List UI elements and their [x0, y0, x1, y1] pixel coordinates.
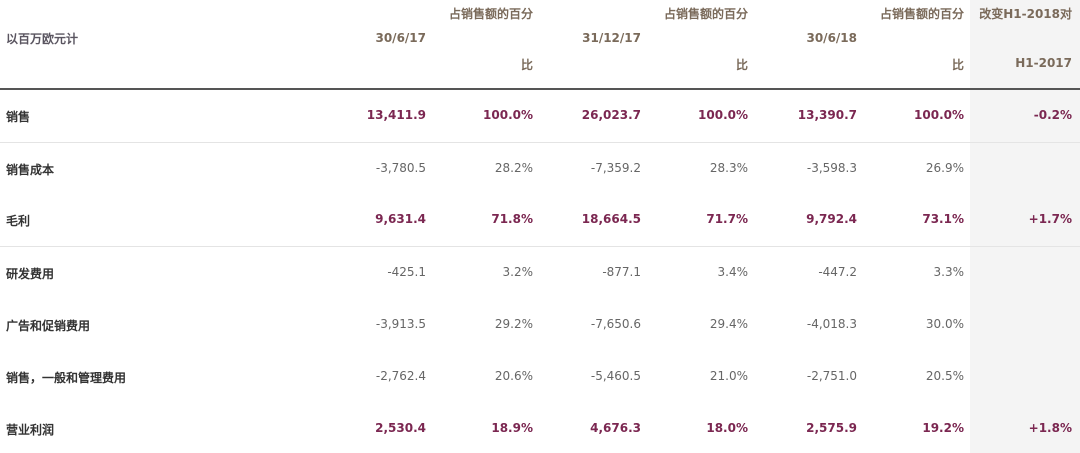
row-label: 销售	[6, 110, 31, 124]
pct-30-6-17: 18.9%	[491, 421, 533, 435]
table-row: 毛利 9,631.4 71.8% 18,664.5 71.7% 9,792.4 …	[0, 212, 1080, 232]
table-row: 营业利润 2,530.4 18.9% 4,676.3 18.0% 2,575.9…	[0, 421, 1080, 441]
row-label: 销售成本	[6, 163, 55, 177]
pct-30-6-17: 29.2%	[494, 317, 533, 331]
value-30-6-17: -425.1	[387, 265, 426, 279]
pct-30-6-18: 20.5%	[925, 369, 964, 383]
value-31-12-17: -877.1	[602, 265, 641, 279]
table-row: 广告和促销费用 -3,913.5 29.2% -7,650.6 29.4% -4…	[0, 317, 1080, 337]
value-30-6-18: 2,575.9	[806, 421, 857, 435]
pct-31-12-17: 71.7%	[706, 212, 748, 226]
pct-31-12-17: 3.4%	[717, 265, 749, 279]
change-header-line1: 改变H1-2018对	[979, 7, 1072, 21]
pct-header-1-line1: 占销售额的百分	[448, 7, 533, 21]
value-30-6-18: -3,598.3	[806, 161, 857, 175]
change-header-line2: H1-2017	[1015, 56, 1072, 70]
pct-31-12-17: 18.0%	[706, 421, 748, 435]
header-divider	[0, 88, 1080, 90]
row-divider	[0, 142, 1080, 143]
table-row: 销售，一般和管理费用 -2,762.4 20.6% -5,460.5 21.0%…	[0, 369, 1080, 389]
pct-31-12-17: 28.3%	[709, 161, 748, 175]
period-header-3: 30/6/18	[806, 31, 857, 45]
value-31-12-17: 18,664.5	[581, 212, 641, 226]
table-row: 销售 13,411.9 100.0% 26,023.7 100.0% 13,39…	[0, 108, 1080, 128]
value-31-12-17: -7,359.2	[590, 161, 641, 175]
change-value: +1.8%	[1028, 421, 1072, 435]
value-30-6-17: 2,530.4	[375, 421, 426, 435]
value-30-6-17: 9,631.4	[375, 212, 426, 226]
pct-header-3-line2: 比	[951, 58, 964, 72]
pct-header-3-line1: 占销售额的百分	[879, 7, 964, 21]
pct-30-6-17: 28.2%	[494, 161, 533, 175]
pct-30-6-17: 20.6%	[494, 369, 533, 383]
change-column-background	[970, 0, 1080, 453]
pct-30-6-18: 3.3%	[933, 265, 965, 279]
period-header-1: 30/6/17	[375, 31, 426, 45]
table-row: 研发费用 -425.1 3.2% -877.1 3.4% -447.2 3.3%	[0, 265, 1080, 285]
value-31-12-17: 26,023.7	[581, 108, 641, 122]
pct-31-12-17: 29.4%	[709, 317, 748, 331]
value-31-12-17: -5,460.5	[590, 369, 641, 383]
pct-header-1-line2: 比	[520, 58, 533, 72]
row-label: 营业利润	[6, 423, 55, 437]
value-30-6-17: -3,780.5	[375, 161, 426, 175]
value-31-12-17: -7,650.6	[590, 317, 641, 331]
pct-31-12-17: 21.0%	[709, 369, 748, 383]
period-header-2: 31/12/17	[582, 31, 641, 45]
value-30-6-17: 13,411.9	[366, 108, 426, 122]
row-label: 研发费用	[6, 267, 55, 281]
units-header: 以百万欧元计	[6, 32, 79, 46]
pct-30-6-18: 100.0%	[914, 108, 964, 122]
value-31-12-17: 4,676.3	[590, 421, 641, 435]
pct-30-6-18: 73.1%	[922, 212, 964, 226]
row-divider	[0, 246, 1080, 247]
pct-30-6-17: 71.8%	[491, 212, 533, 226]
pct-30-6-17: 3.2%	[502, 265, 534, 279]
value-30-6-17: -3,913.5	[375, 317, 426, 331]
value-30-6-18: -2,751.0	[806, 369, 857, 383]
value-30-6-18: 9,792.4	[806, 212, 857, 226]
pct-31-12-17: 100.0%	[698, 108, 748, 122]
pct-header-2-line1: 占销售额的百分	[663, 7, 748, 21]
pct-header-2-line2: 比	[735, 58, 748, 72]
change-value: -0.2%	[1033, 108, 1072, 122]
pct-30-6-18: 26.9%	[925, 161, 964, 175]
change-value: +1.7%	[1028, 212, 1072, 226]
table-row: 销售成本 -3,780.5 28.2% -7,359.2 28.3% -3,59…	[0, 161, 1080, 181]
row-label: 销售，一般和管理费用	[6, 371, 127, 385]
value-30-6-18: 13,390.7	[797, 108, 857, 122]
value-30-6-17: -2,762.4	[375, 369, 426, 383]
pct-30-6-18: 30.0%	[925, 317, 964, 331]
row-label: 广告和促销费用	[6, 319, 91, 333]
pct-30-6-18: 19.2%	[922, 421, 964, 435]
value-30-6-18: -447.2	[818, 265, 857, 279]
pct-30-6-17: 100.0%	[483, 108, 533, 122]
value-30-6-18: -4,018.3	[806, 317, 857, 331]
row-label: 毛利	[6, 214, 31, 228]
